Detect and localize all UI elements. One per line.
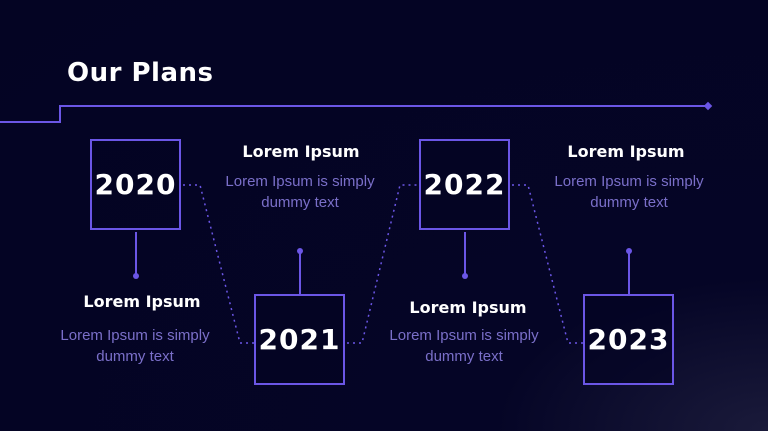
header-rule-end-dot (703, 101, 713, 111)
header-rule (0, 105, 708, 123)
stem-dot-2023 (626, 248, 632, 254)
year-label: 2023 (587, 323, 670, 356)
dotted-link-2022-2023 (512, 184, 583, 344)
year-box-2022: 2022 (419, 139, 510, 230)
year-label: 2020 (94, 168, 177, 201)
year-label: 2021 (258, 323, 341, 356)
milestone-heading: Lorem Ipsum (567, 142, 685, 161)
year-box-2023: 2023 (583, 294, 674, 385)
year-box-2020: 2020 (90, 139, 181, 230)
stem-dot-2022 (462, 273, 468, 279)
year-box-2021: 2021 (254, 294, 345, 385)
year-label: 2022 (423, 168, 506, 201)
milestone-heading: Lorem Ipsum (83, 292, 201, 311)
milestone-text: Lorem Ipsum is simply dummy text (225, 173, 375, 211)
milestone-text: Lorem Ipsum is simply dummy text (60, 327, 210, 365)
milestone-heading: Lorem Ipsum (409, 298, 527, 317)
milestone-heading: Lorem Ipsum (242, 142, 360, 161)
page-title: Our Plans (67, 58, 214, 88)
milestone-text: Lorem Ipsum is simply dummy text (554, 173, 704, 211)
dotted-link-2020-2021 (183, 184, 254, 344)
milestone-text: Lorem Ipsum is simply dummy text (389, 327, 539, 365)
dotted-link-2021-2022 (347, 184, 418, 344)
stem-dot-2020 (133, 273, 139, 279)
stem-dot-2021 (297, 248, 303, 254)
